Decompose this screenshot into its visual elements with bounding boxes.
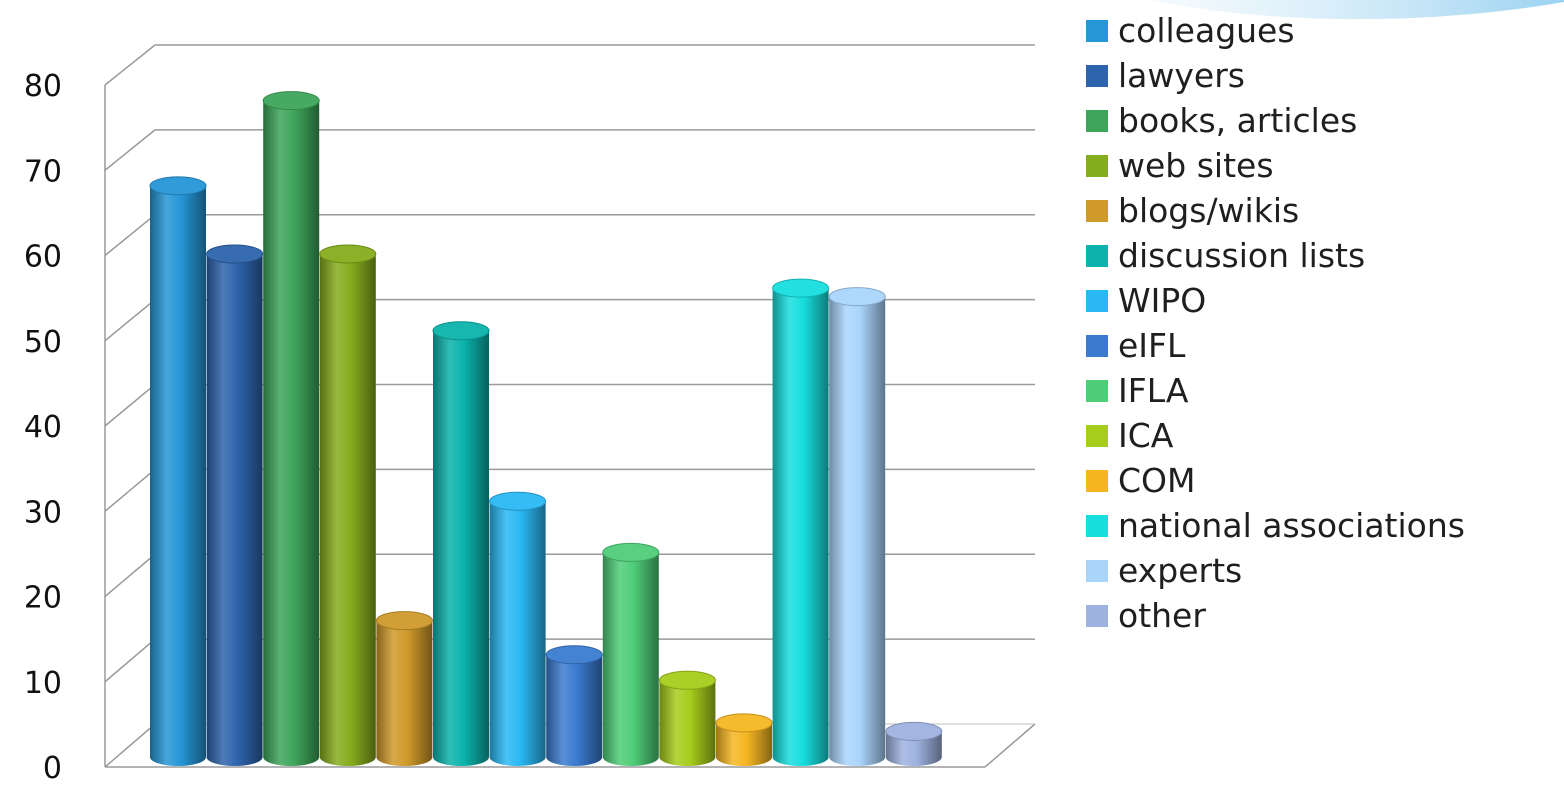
y-tick-label: 80 bbox=[24, 69, 62, 104]
y-tick-label: 30 bbox=[24, 495, 62, 530]
legend-swatch bbox=[1086, 244, 1108, 267]
legend-swatch bbox=[1086, 64, 1108, 87]
y-tick-label: 70 bbox=[24, 154, 62, 189]
bar bbox=[432, 321, 490, 766]
legend-item: blogs/wikis bbox=[1086, 188, 1556, 233]
legend-label: lawyers bbox=[1118, 56, 1245, 95]
legend-label: discussion lists bbox=[1118, 236, 1366, 275]
legend-label: ICA bbox=[1118, 416, 1174, 455]
bar bbox=[828, 287, 886, 766]
legend-swatch bbox=[1086, 379, 1108, 402]
legend-item: web sites bbox=[1086, 143, 1556, 188]
y-tick-label: 20 bbox=[24, 581, 62, 616]
bar bbox=[149, 176, 207, 766]
legend-swatch bbox=[1086, 199, 1108, 222]
legend-swatch bbox=[1086, 154, 1108, 177]
legend-item: national associations bbox=[1086, 503, 1556, 548]
legend-item: lawyers bbox=[1086, 53, 1556, 98]
legend-swatch bbox=[1086, 604, 1108, 627]
legend-item: IFLA bbox=[1086, 368, 1556, 413]
bar bbox=[319, 244, 377, 766]
legend-swatch bbox=[1086, 559, 1108, 582]
legend-item: books, articles bbox=[1086, 98, 1556, 143]
legend-label: experts bbox=[1118, 551, 1243, 590]
y-tick-label: 0 bbox=[43, 751, 62, 786]
legend-label: WIPO bbox=[1118, 281, 1207, 320]
y-tick-label: 10 bbox=[24, 666, 62, 701]
bar bbox=[206, 244, 264, 766]
legend-label: IFLA bbox=[1118, 371, 1189, 410]
legend-label: books, articles bbox=[1118, 101, 1358, 140]
gridline bbox=[104, 129, 1035, 171]
legend-swatch bbox=[1086, 469, 1108, 492]
legend-swatch bbox=[1086, 424, 1108, 447]
legend-label: web sites bbox=[1118, 146, 1274, 185]
legend-label: eIFL bbox=[1118, 326, 1186, 365]
legend-item: eIFL bbox=[1086, 323, 1556, 368]
bars bbox=[149, 91, 943, 766]
bar bbox=[602, 542, 660, 766]
legend-item: discussion lists bbox=[1086, 233, 1556, 278]
legend-item: COM bbox=[1086, 458, 1556, 503]
legend-item: other bbox=[1086, 593, 1556, 638]
legend-label: blogs/wikis bbox=[1118, 191, 1300, 230]
legend-item: experts bbox=[1086, 548, 1556, 593]
bar-chart: 0 10 20 30 40 50 60 70 80 bbox=[24, 44, 1036, 786]
legend-item: WIPO bbox=[1086, 278, 1556, 323]
y-tick-label: 40 bbox=[24, 410, 62, 445]
legend-label: other bbox=[1118, 596, 1206, 635]
legend-swatch bbox=[1086, 289, 1108, 312]
legend-label: COM bbox=[1118, 461, 1196, 500]
bar bbox=[658, 670, 716, 766]
legend-swatch bbox=[1086, 19, 1108, 42]
y-axis-ticks: 0 10 20 30 40 50 60 70 80 bbox=[24, 69, 62, 786]
bar bbox=[545, 645, 603, 766]
legend-swatch bbox=[1086, 334, 1108, 357]
legend: colleagues lawyers books, articles web site… bbox=[1086, 8, 1556, 638]
bar bbox=[885, 721, 943, 766]
legend-item: colleagues bbox=[1086, 8, 1556, 53]
bar bbox=[262, 91, 320, 766]
y-tick-label: 60 bbox=[24, 240, 62, 275]
bar bbox=[375, 611, 433, 766]
bar bbox=[715, 713, 773, 766]
legend-swatch bbox=[1086, 514, 1108, 537]
legend-label: colleagues bbox=[1118, 11, 1295, 50]
gridline bbox=[104, 44, 1035, 86]
legend-item: ICA bbox=[1086, 413, 1556, 458]
bar bbox=[489, 491, 547, 766]
legend-label: national associations bbox=[1118, 506, 1465, 545]
y-tick-label: 50 bbox=[24, 325, 62, 360]
bar bbox=[772, 278, 830, 766]
legend-swatch bbox=[1086, 109, 1108, 132]
